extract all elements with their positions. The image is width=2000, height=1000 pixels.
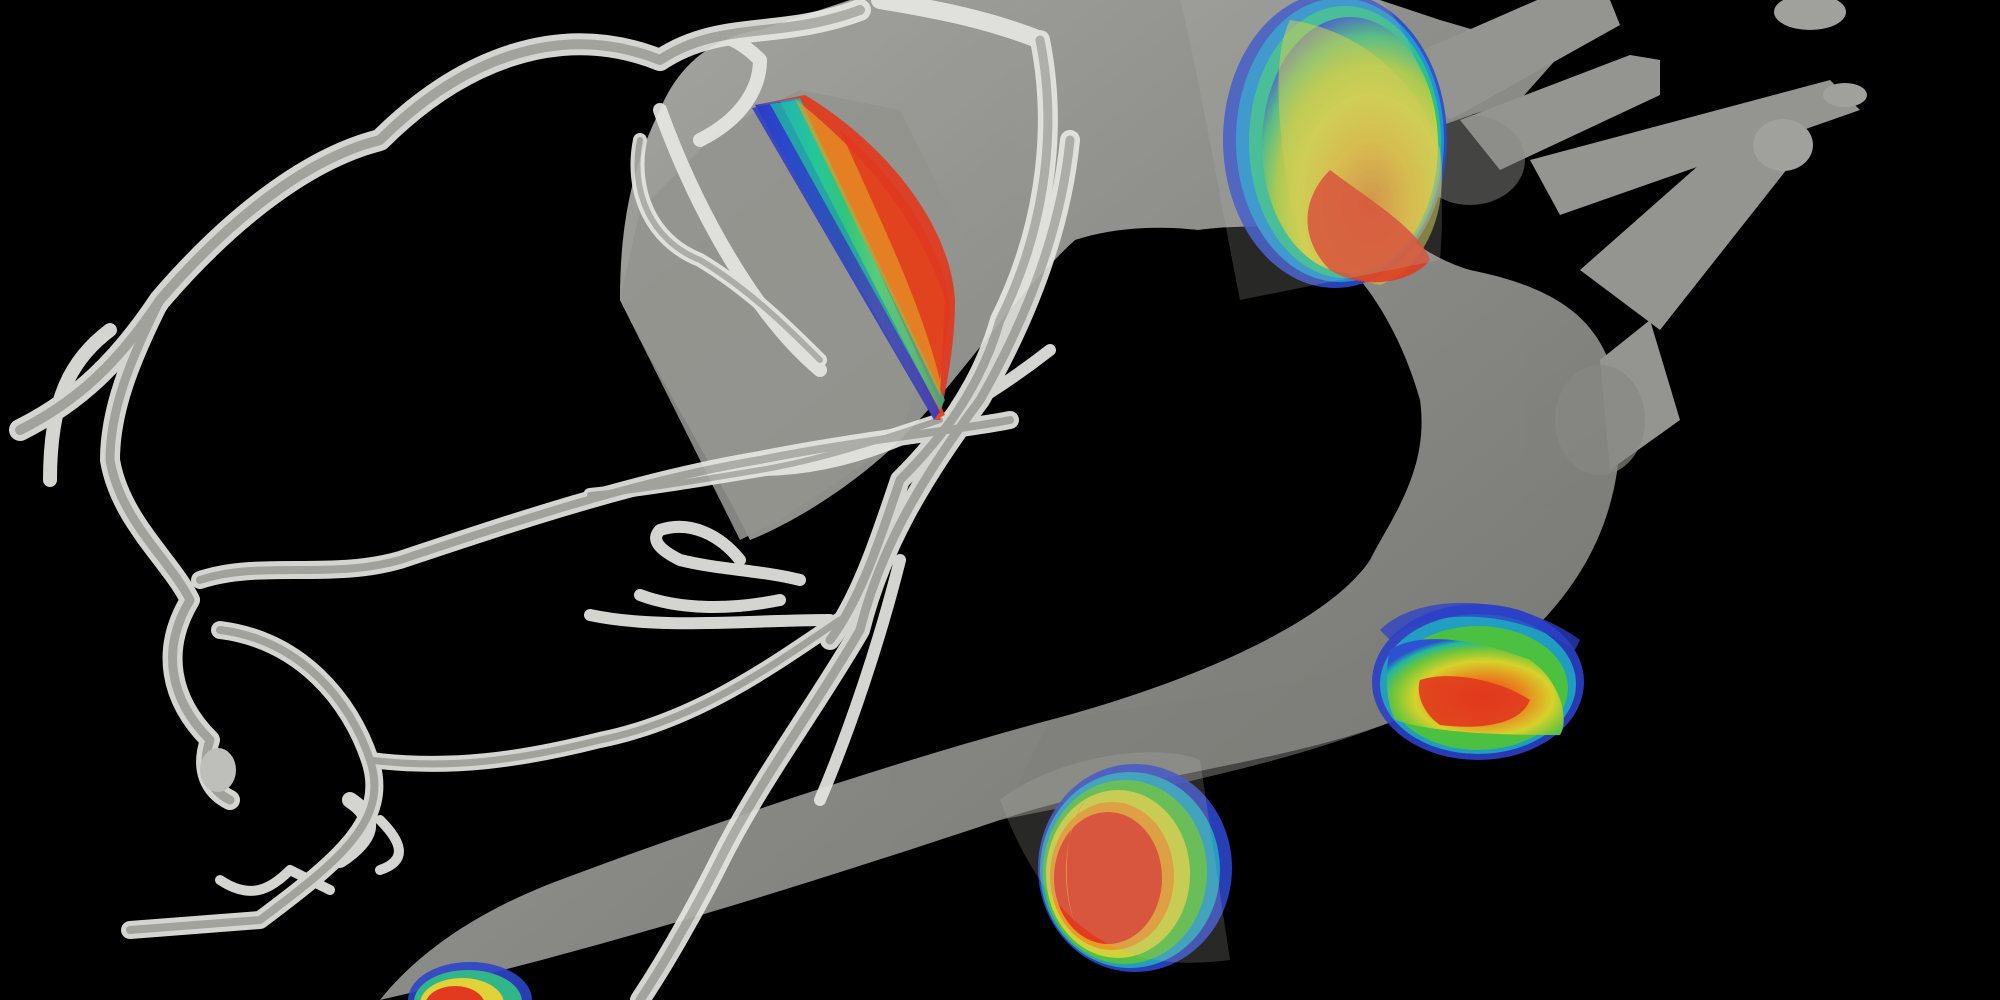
velocity-profile-ascending <box>1223 0 1447 288</box>
coronary-artery-tree <box>9 0 1080 1000</box>
vessel-bulge <box>200 748 236 792</box>
velocity-profile-bottom <box>408 962 532 1000</box>
aorta-front-overlay <box>1000 0 1442 963</box>
velocity-profile-descending <box>1372 602 1584 760</box>
velocity-profile-lower <box>1038 764 1232 972</box>
velocity-profile-aortic-root <box>752 95 955 420</box>
